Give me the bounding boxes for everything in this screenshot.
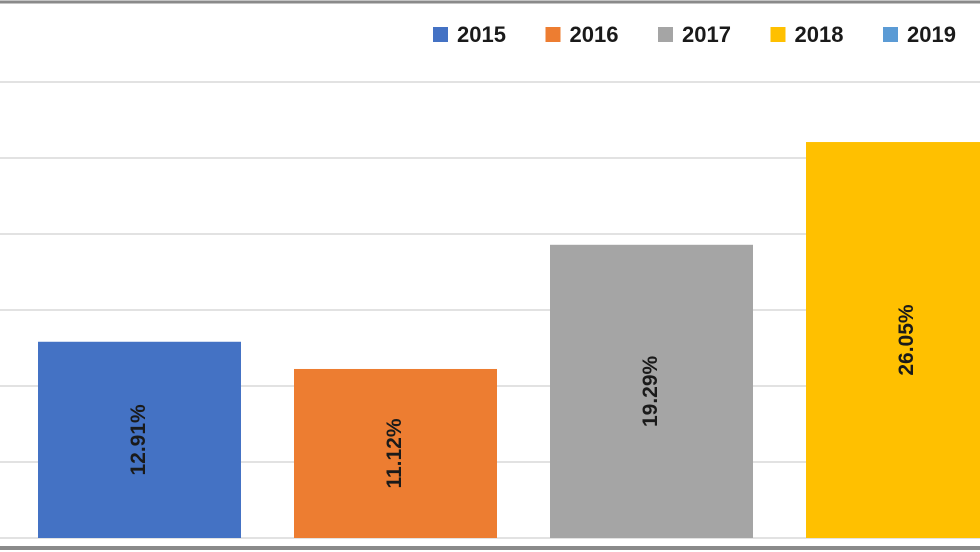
value-label: 26.05%: [895, 304, 918, 376]
legend-swatch: [770, 27, 786, 42]
legend-label: 2018: [795, 22, 844, 47]
value-label: 12.91%: [127, 404, 150, 476]
value-label: 11.12%: [383, 418, 406, 488]
bar: [806, 142, 980, 539]
legend-label: 2017: [682, 22, 731, 47]
legend-label: 2016: [570, 22, 619, 47]
legend-swatch: [883, 27, 898, 42]
value-label: 19.29%: [639, 355, 662, 427]
legend-swatch: [433, 27, 448, 42]
legend-swatch: [545, 27, 561, 42]
legend-swatch: [658, 27, 673, 42]
legend-label: 2015: [457, 22, 506, 47]
bar: [294, 368, 497, 538]
bar: [38, 341, 241, 538]
bar: [550, 244, 753, 539]
legend-label: 2019: [907, 22, 956, 47]
